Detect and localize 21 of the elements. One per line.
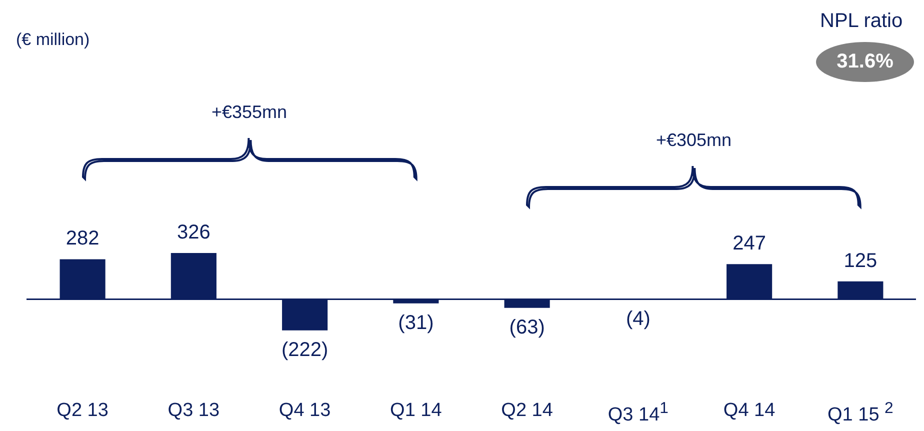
data-label: 247: [732, 232, 766, 255]
x-tick-label: Q4 13: [278, 400, 331, 422]
x-tick-label: Q2 14: [501, 400, 553, 422]
x-tick-label: Q4 14: [723, 400, 776, 422]
x-tick-label: Q1 15 $^{2}$: [828, 400, 894, 426]
data-label: (222): [281, 338, 328, 361]
text: +€355mn: [211, 102, 288, 123]
x-tick-label: Q2 13: [56, 400, 108, 422]
text: +€305mn: [656, 130, 732, 151]
data-label: 326: [177, 222, 210, 244]
x-tick-label: Q3 13: [168, 400, 220, 422]
x-tick-label: Q3 14$^{1}$: [608, 400, 668, 426]
text: (€ million): [16, 30, 90, 50]
data-label: 125: [844, 250, 878, 272]
data-label: (63): [509, 316, 545, 338]
data-label: (31): [398, 312, 434, 334]
text: 31.6%: [836, 50, 894, 74]
data-label: 282: [66, 228, 100, 250]
text: NPL ratio: [820, 10, 903, 33]
x-tick-label: Q1 14: [390, 400, 442, 422]
data-label: (4): [626, 308, 650, 330]
